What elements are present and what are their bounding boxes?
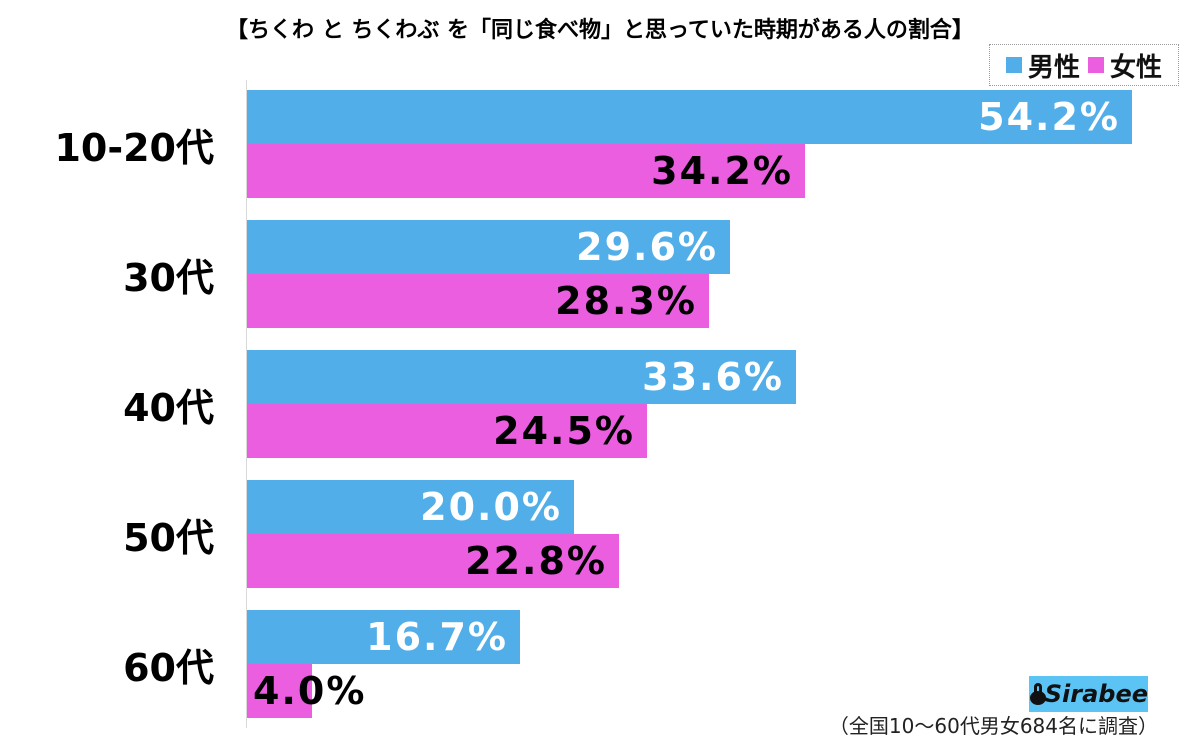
legend-label-female: 女性: [1110, 52, 1163, 83]
bar-group: 10-20代 54.2% 34.2%: [0, 90, 1200, 198]
category-label: 60代: [123, 645, 214, 690]
bar-female: [247, 664, 312, 718]
legend-item-female: 女性: [1088, 47, 1162, 84]
value-label-male: 20.0%: [420, 485, 562, 529]
value-label-female: 24.5%: [493, 409, 635, 453]
survey-note: （全国10〜60代男女684名に調査）: [828, 714, 1158, 738]
legend: 男性 女性: [989, 44, 1179, 86]
bar-female: [247, 534, 619, 588]
value-label-female: 28.3%: [555, 279, 697, 323]
bar-group: 30代 29.6% 28.3%: [0, 220, 1200, 328]
logo-text: Sirabee: [1044, 680, 1148, 708]
legend-swatch-female: [1088, 57, 1104, 73]
value-label-female: 4.0%: [253, 669, 367, 713]
sirabee-logo: Sirabee: [1029, 676, 1148, 712]
bar-male: [247, 350, 796, 404]
value-label-female: 34.2%: [651, 149, 793, 193]
bar-group: 60代 16.7% 4.0%: [0, 610, 1200, 718]
bar-group: 50代 20.0% 22.8%: [0, 480, 1200, 588]
value-label-male: 33.6%: [642, 355, 784, 399]
category-axis-line: [246, 80, 247, 728]
value-label-male: 54.2%: [978, 95, 1120, 139]
category-label: 30代: [123, 255, 214, 300]
chart-title: 【ちくわ と ちくわぶ を「同じ食べ物」と思っていた時期がある人の割合】: [226, 18, 974, 43]
bar-male: [247, 610, 520, 664]
bar-female: [247, 404, 647, 458]
bar-female: [247, 144, 805, 198]
legend-swatch-male: [1005, 57, 1022, 73]
legend-item-male: 男性: [1005, 47, 1080, 84]
bar-male: [247, 90, 1132, 144]
value-label-female: 22.8%: [465, 539, 607, 583]
bar-group: 40代 33.6% 24.5%: [0, 350, 1200, 458]
category-label: 40代: [123, 385, 214, 430]
bar-male: [247, 480, 574, 534]
category-label: 50代: [123, 515, 214, 560]
value-label-male: 16.7%: [366, 615, 508, 659]
value-label-male: 29.6%: [576, 225, 718, 269]
bar-male: [247, 220, 730, 274]
sirabee-mark-icon: [1029, 683, 1046, 705]
category-label: 10-20代: [54, 125, 214, 170]
legend-label-male: 男性: [1027, 52, 1080, 83]
bar-female: [247, 274, 709, 328]
